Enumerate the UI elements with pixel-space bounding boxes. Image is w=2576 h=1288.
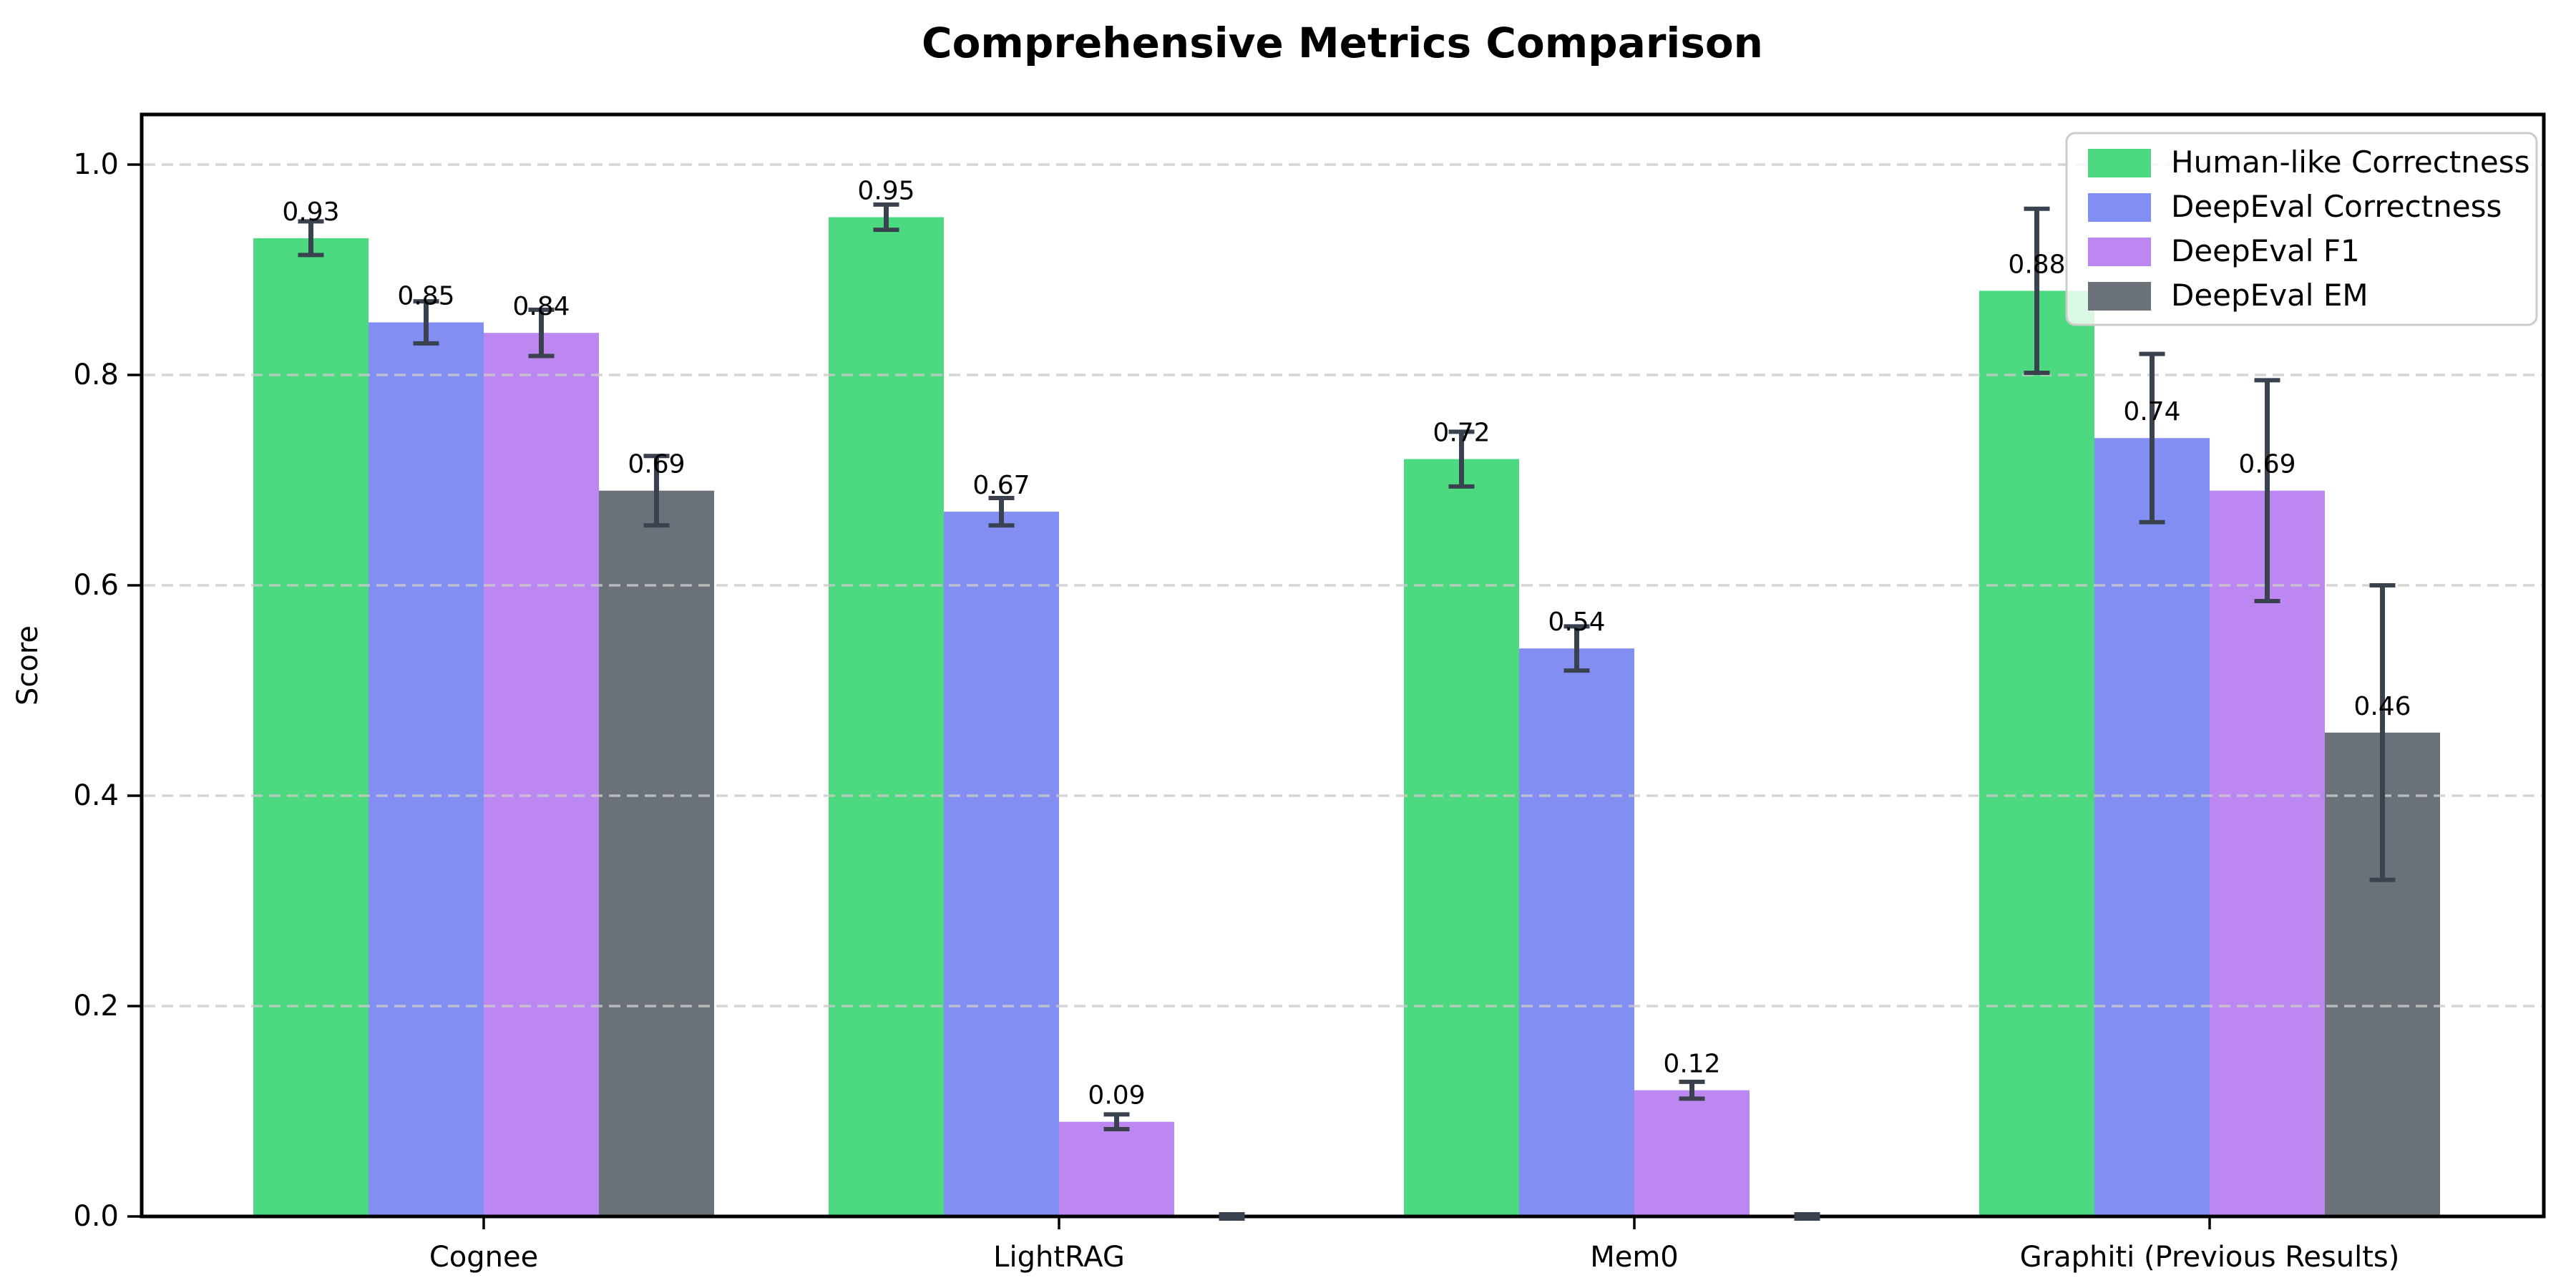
- bar-3-0: [599, 490, 714, 1216]
- legend-label: Human-like Correctness: [2171, 145, 2530, 180]
- bar-value-label: 0.72: [1433, 419, 1490, 448]
- bar-value-label: 0.54: [1548, 608, 1605, 637]
- bar-2-0: [484, 333, 599, 1217]
- bar-value-label: 0.95: [857, 177, 914, 206]
- y-tick-label: 1.0: [73, 148, 119, 181]
- bar-value-label: 0.69: [2238, 450, 2296, 479]
- chart-title: Comprehensive Metrics Comparison: [922, 19, 1763, 67]
- legend-box: [2065, 132, 2538, 326]
- bar-value-label: 0.46: [2353, 692, 2411, 721]
- bar-2-3: [2210, 490, 2325, 1216]
- x-tick-label: Graphiti (Previous Results): [2020, 1241, 2400, 1274]
- legend-swatch: [2088, 193, 2151, 222]
- legend-label: DeepEval EM: [2171, 278, 2368, 313]
- x-tick-label: Mem0: [1590, 1241, 1679, 1274]
- y-tick-label: 0.2: [73, 990, 119, 1023]
- legend-label: DeepEval F1: [2171, 233, 2360, 268]
- plot-frame: [140, 112, 2546, 1219]
- legend-swatch: [2088, 238, 2151, 266]
- bar-0-2: [1404, 459, 1519, 1216]
- bar-0-3: [1979, 291, 2094, 1216]
- bar-0-1: [829, 217, 944, 1216]
- y-tick-label: 0.4: [73, 779, 119, 812]
- bar-2-1: [1059, 1121, 1174, 1216]
- bar-value-label: 0.12: [1663, 1050, 1720, 1079]
- legend-swatch: [2088, 149, 2151, 177]
- y-tick-label: 0.0: [73, 1200, 119, 1233]
- bar-1-0: [369, 322, 484, 1216]
- x-tick-label: Cognee: [429, 1241, 538, 1274]
- bar-value-label: 0.84: [512, 292, 570, 321]
- x-tick-label: LightRAG: [993, 1241, 1125, 1274]
- bar-value-label: 0.69: [628, 450, 685, 479]
- y-axis-label: Score: [11, 625, 44, 706]
- bar-1-2: [1519, 648, 1634, 1216]
- bar-value-label: 0.85: [397, 282, 454, 311]
- y-tick-label: 0.8: [73, 358, 119, 391]
- bar-value-label: 0.93: [282, 197, 339, 227]
- bar-0-0: [253, 238, 369, 1216]
- plot-area: 0.0 0.2 0.4 0.6 0.8 1.0 Cognee LightRAG Mem0 Grap…: [73, 112, 2546, 1274]
- bar-1-1: [944, 512, 1059, 1216]
- bar-value-label: 0.67: [972, 471, 1030, 500]
- bar-value-label: 0.09: [1088, 1081, 1145, 1111]
- bar-2-2: [1634, 1090, 1750, 1216]
- bar-1-3: [2094, 438, 2210, 1217]
- y-tick-label: 0.6: [73, 569, 119, 602]
- bar-value-label: 0.74: [2123, 397, 2180, 426]
- legend-swatch: [2088, 282, 2151, 311]
- bar-value-label: 0.88: [2008, 250, 2065, 279]
- legend-label: DeepEval Correctness: [2171, 189, 2502, 224]
